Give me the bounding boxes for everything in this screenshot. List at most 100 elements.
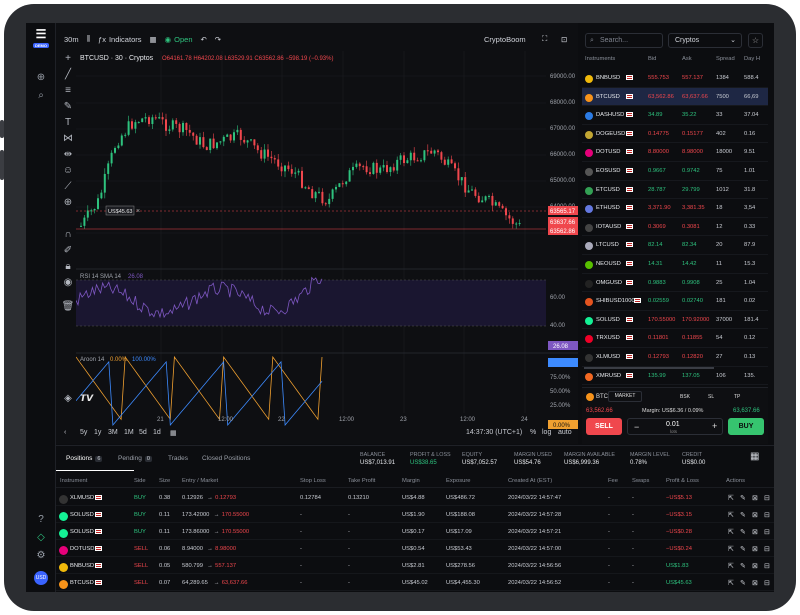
tp-button[interactable]: TP <box>734 394 741 400</box>
quantity-stepper[interactable]: − 0.01 lots + <box>627 418 723 435</box>
market-row[interactable]: ETCUSD 28.787 29.799 1012 31.8 <box>582 181 768 200</box>
range-5y[interactable]: 5y <box>80 429 88 436</box>
crosshair-icon[interactable]: + <box>65 53 71 64</box>
camera-icon[interactable]: ⊡ <box>561 34 568 44</box>
row-stop-loss[interactable]: - <box>300 563 302 569</box>
bid-value[interactable]: 34.89 <box>648 112 663 119</box>
brush-icon[interactable]: ✎ <box>63 101 73 112</box>
share-icon[interactable]: ⇱ <box>728 563 734 570</box>
ask-value[interactable]: 29.799 <box>682 186 700 193</box>
candle-type-icon[interactable]: ⫼ <box>86 34 91 43</box>
close-position-icon[interactable]: ⊠ <box>752 580 758 587</box>
close-position-icon[interactable]: ⊠ <box>752 546 758 553</box>
row-take-profit[interactable]: - <box>348 529 350 535</box>
remove-icon[interactable]: ⊟ <box>764 546 770 553</box>
table-row[interactable]: SOLUSD BUY 0.11 173.42000 → 170.55000 - - US$1.9… <box>56 506 774 523</box>
market-row[interactable]: LTCUSD 82.14 82.34 20 87.9 <box>582 236 768 255</box>
ruler-icon[interactable]: ⟋ <box>64 181 72 192</box>
edit-icon[interactable]: ✎ <box>740 563 746 570</box>
ask-value[interactable]: 0.02740 <box>682 298 703 305</box>
bid-value[interactable]: 135.99 <box>648 372 666 379</box>
star-icon[interactable]: ☆ <box>748 33 763 48</box>
sl-button[interactable]: SL <box>708 394 715 400</box>
ask-value[interactable]: 0.9908 <box>682 279 700 286</box>
percent-toggle[interactable]: % <box>530 429 537 436</box>
bid-value[interactable]: 0.9667 <box>648 167 666 174</box>
market-row[interactable]: XMRUSD 135.99 137.05 106 135. <box>582 367 768 386</box>
range-5d[interactable]: 5d <box>139 429 147 436</box>
bid-value[interactable]: 555.753 <box>648 75 669 81</box>
remove-icon[interactable]: ⊟ <box>764 512 770 519</box>
market-row[interactable]: XLMUSD 0.12793 0.12820 27 0.13 <box>582 348 768 367</box>
remove-icon[interactable]: ⊟ <box>764 563 770 570</box>
range-3m[interactable]: 3M <box>108 429 118 436</box>
emoji-icon[interactable]: ☺ <box>62 165 74 176</box>
layers-icon[interactable]: ◈ <box>64 393 72 404</box>
edit-icon[interactable]: ✎ <box>740 495 746 502</box>
bid-value[interactable]: 28.787 <box>648 186 666 193</box>
bid-value[interactable]: 3,371.90 <box>648 205 671 212</box>
order-type-select[interactable]: MARKET <box>608 391 642 402</box>
remove-icon[interactable]: ⊟ <box>764 529 770 536</box>
range-1y[interactable]: 1y <box>94 429 102 436</box>
indicators-button[interactable]: Indicators <box>108 34 142 44</box>
row-take-profit[interactable]: - <box>348 563 350 569</box>
ask-value[interactable]: 170.92000 <box>682 316 710 323</box>
close-position-icon[interactable]: ⊠ <box>752 495 758 502</box>
ask-value[interactable]: 14.42 <box>682 260 697 267</box>
row-stop-loss[interactable]: - <box>300 529 302 535</box>
quantity-value[interactable]: 0.01 <box>666 421 680 428</box>
eye-icon[interactable]: ◉ <box>63 277 73 288</box>
market-row[interactable]: OMGUSD 0.9883 0.9908 25 1.04 <box>582 274 768 293</box>
close-crosshair-icon[interactable]: × <box>136 208 140 215</box>
horizontal-scrollbar[interactable] <box>584 367 714 369</box>
edit-icon[interactable]: ✎ <box>740 546 746 553</box>
tab-closed-positions[interactable]: Closed Positions <box>202 455 251 462</box>
market-row[interactable]: NEOUSD 14.31 14.42 11 15.3 <box>582 255 768 274</box>
ask-value[interactable]: 0.15177 <box>682 130 703 137</box>
market-row[interactable]: SOLUSD 170.55000 170.92000 37000 181.4 <box>582 311 768 330</box>
ask-value[interactable]: 8.98000 <box>682 149 703 156</box>
bid-value[interactable]: 63,562.86 <box>648 93 674 100</box>
edit-icon[interactable]: ✎ <box>740 580 746 587</box>
row-take-profit[interactable]: - <box>348 580 350 586</box>
ask-value[interactable]: 557.137 <box>682 75 703 81</box>
market-row[interactable]: DOTUSD 8.80000 8.98000 18000 9.51 <box>582 143 768 162</box>
diamond-icon[interactable]: ◇ <box>37 532 45 543</box>
market-row[interactable]: DOGEUSD 0.14775 0.15177 402 0.16 <box>582 125 768 144</box>
log-toggle[interactable]: log <box>542 429 552 436</box>
bid-value[interactable]: 170.55000 <box>648 316 676 323</box>
zoom-in-icon[interactable]: ⊕ <box>36 72 46 83</box>
close-position-icon[interactable]: ⊠ <box>752 529 758 536</box>
sell-button[interactable]: SELL <box>586 418 622 435</box>
minus-icon[interactable]: − <box>634 422 640 432</box>
share-icon[interactable]: ⇱ <box>728 495 734 502</box>
row-stop-loss[interactable]: 0.12784 <box>300 495 321 501</box>
market-row[interactable]: ETHUSD 3,371.90 3,381.35 18 3,54 <box>582 199 768 218</box>
table-row[interactable]: SOLUSD BUY 0.11 173.86000 → 170.55000 - - US$0.1… <box>56 523 774 540</box>
text-icon[interactable]: T <box>64 117 72 128</box>
search-input[interactable]: ⌕ Search... <box>585 33 663 48</box>
market-row[interactable]: BNBUSD 555.753 557.137 1384 588.4 <box>582 69 768 88</box>
bid-value[interactable]: 0.12793 <box>648 353 669 360</box>
bid-value[interactable]: 82.14 <box>648 242 663 249</box>
pattern-icon[interactable]: ⋈ <box>63 133 73 144</box>
table-row[interactable]: XLMUSD BUY 0.38 0.12926 → 0.12793 0.12784 0.132… <box>56 489 774 506</box>
grid-icon[interactable]: ▦ <box>750 451 760 462</box>
close-position-icon[interactable]: ⊠ <box>752 563 758 570</box>
fib-icon[interactable]: ≡ <box>65 85 71 96</box>
ask-value[interactable]: 0.9742 <box>682 167 700 174</box>
magnet-icon[interactable]: ∩ <box>64 229 72 240</box>
remove-icon[interactable]: ⊟ <box>764 495 770 502</box>
ask-value[interactable]: 137.05 <box>682 372 700 379</box>
edit-icon[interactable]: ✎ <box>740 529 746 536</box>
share-icon[interactable]: ⇱ <box>728 512 734 519</box>
bid-value[interactable]: 0.9883 <box>648 279 666 286</box>
market-row[interactable]: EOSUSD 0.9667 0.9742 75 1.01 <box>582 162 768 181</box>
remove-icon[interactable]: ⊟ <box>764 580 770 587</box>
range-1m[interactable]: 1M <box>124 429 134 436</box>
range-1d[interactable]: 1d <box>153 429 161 436</box>
scroll-left-icon[interactable]: ‹ <box>64 429 67 436</box>
row-stop-loss[interactable]: - <box>300 580 302 586</box>
undo-icon[interactable]: ↶ <box>200 34 207 44</box>
